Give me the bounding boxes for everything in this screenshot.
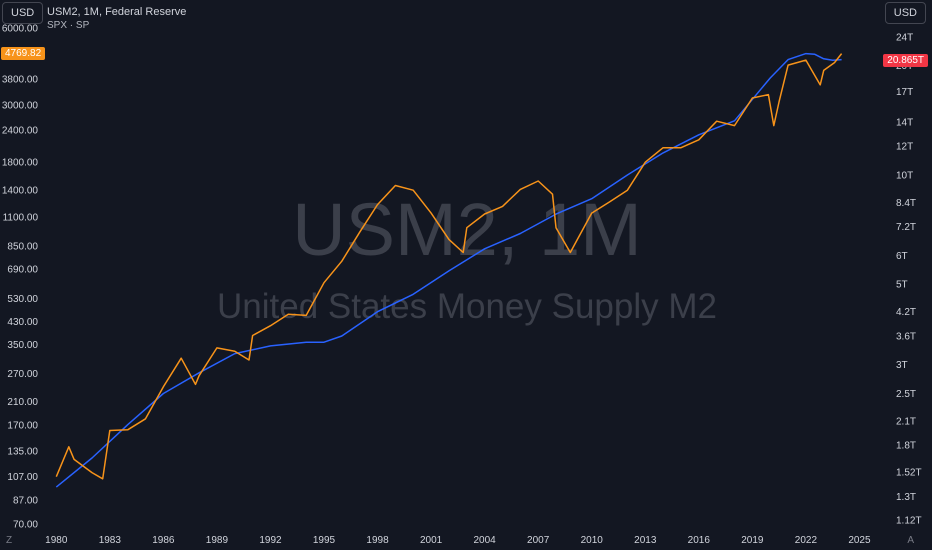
left-axis-tick-label: 6000.00: [2, 24, 39, 35]
left-axis-tick-label: 690.00: [7, 265, 38, 276]
time-axis-tick-label: 2004: [474, 535, 497, 546]
right-axis-tick-label: 7.2T: [896, 222, 916, 233]
right-axis-tick-label: 8.4T: [896, 198, 916, 209]
left-axis-tick-label: 1800.00: [2, 158, 39, 169]
time-axis-tick-label: 1986: [152, 535, 175, 546]
left-price-axis: 6000.00 3800.00 3000.00 2400.00 1800.00 1400.…: [2, 24, 39, 531]
time-axis-tick-label: 2001: [420, 535, 443, 546]
overlay-series-title[interactable]: SPX · SP: [47, 20, 90, 31]
series-layer: [55, 52, 843, 488]
left-axis-tick-label: 530.00: [7, 294, 38, 305]
right-axis-tick-label: 6T: [896, 251, 908, 262]
time-axis-tick-label: 2022: [795, 535, 818, 546]
left-axis-tick-label: 850.00: [7, 241, 38, 252]
time-axis-tick-label: 1992: [259, 535, 282, 546]
right-axis-tick-label: 1.3T: [896, 492, 916, 503]
auto-scale-toggle[interactable]: A: [907, 535, 914, 546]
time-axis-tick-label: 1983: [99, 535, 122, 546]
left-axis-tick-label: 430.00: [7, 317, 38, 328]
left-axis-tick-label: 210.00: [7, 397, 38, 408]
right-axis-tick-label: 24T: [896, 33, 913, 44]
zoom-toggle-icon[interactable]: Z: [6, 535, 13, 546]
right-axis-tick-label: 1.8T: [896, 441, 916, 452]
right-axis-tick-label: 1.12T: [896, 516, 922, 527]
left-axis-tick-label: 87.00: [13, 495, 38, 506]
left-axis-tick-label: 350.00: [7, 340, 38, 351]
left-axis-tick-label: 1100.00: [3, 213, 39, 224]
time-axis-tick-label: 1980: [45, 535, 68, 546]
time-axis-tick-label: 2010: [581, 535, 604, 546]
right-axis-tick-label: 5T: [896, 280, 908, 291]
right-axis-tick-label: 10T: [896, 170, 913, 181]
spx-last-price-tag: 4769.82: [1, 47, 46, 60]
spx-series-line: [55, 53, 843, 480]
left-axis-tick-label: 3000.00: [2, 101, 39, 112]
m2-series-line: [55, 52, 842, 488]
time-axis-tick-label: 1995: [313, 535, 336, 546]
right-axis-tick-label: 14T: [896, 117, 913, 128]
left-axis-tick-label: 70.00: [13, 520, 38, 531]
right-axis-tick-label: 2.5T: [896, 389, 916, 400]
m2-last-value-tag: 20.865T: [883, 54, 928, 67]
right-axis-tick-label: 3T: [896, 360, 908, 371]
left-axis-tick-label: 135.00: [7, 446, 38, 457]
right-axis-tick-label: 4.2T: [896, 307, 916, 318]
watermark-description: United States Money Supply M2: [217, 287, 717, 326]
left-axis-tick-label: 170.00: [7, 421, 38, 432]
time-axis-tick-label: 2007: [527, 535, 550, 546]
right-axis-tick-label: 1.52T: [896, 467, 922, 478]
right-axis-tick-label: 12T: [896, 142, 913, 153]
left-axis-tick-label: 270.00: [7, 369, 38, 380]
time-axis-tick-label: 1989: [206, 535, 229, 546]
left-axis-tick-label: 1400.00: [2, 186, 39, 197]
right-price-axis: 24T20T17T14T12T10T8.4T7.2T6T5T4.2T3.6T3T…: [896, 33, 922, 527]
right-axis-tick-label: 3.6T: [896, 331, 916, 342]
time-axis-tick-label: 2016: [688, 535, 711, 546]
left-axis-tick-label: 107.00: [7, 472, 38, 483]
time-axis-tick-label: 2013: [634, 535, 657, 546]
time-axis-tick-label: 1998: [366, 535, 389, 546]
left-axis-tick-label: 3800.00: [2, 74, 39, 85]
time-axis-tick-label: 2019: [741, 535, 764, 546]
right-axis-tick-label: 17T: [896, 87, 913, 98]
right-axis-tick-label: 2.1T: [896, 416, 916, 427]
time-axis-tick-label: 2025: [848, 535, 871, 546]
left-currency-button[interactable]: USD: [2, 2, 44, 24]
time-axis: 1980 1983 1986 1989 1992 1995 1998 2001 2004 2007…: [45, 535, 871, 546]
right-currency-button[interactable]: USD: [884, 2, 926, 24]
main-series-title[interactable]: USM2, 1M, Federal Reserve: [47, 6, 187, 18]
left-axis-tick-label: 2400.00: [2, 126, 39, 137]
